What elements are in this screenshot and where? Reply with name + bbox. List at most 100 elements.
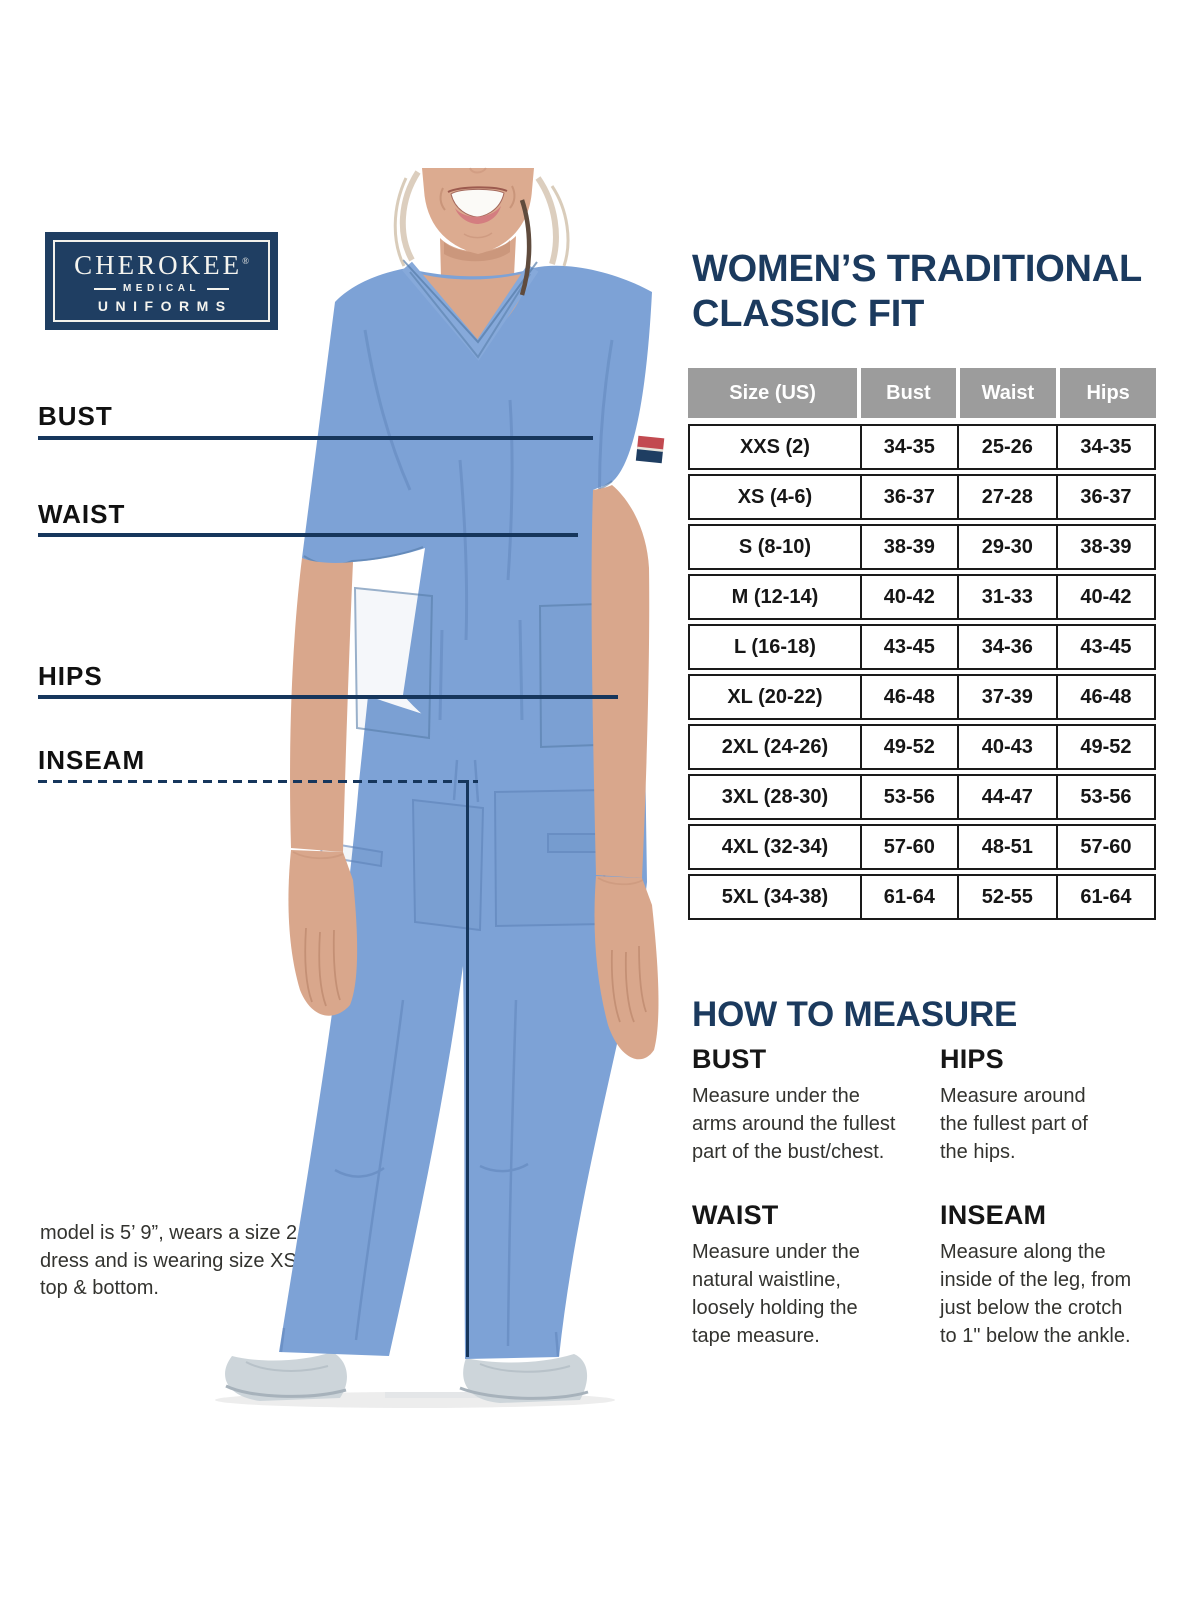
page-title-line1: WOMEN’S TRADITIONAL [692,248,1143,290]
table-cell: 36-37 [859,476,957,518]
hips-guide-label: HIPS [38,661,103,691]
bust-guide-label: BUST [38,401,113,431]
table-row: 2XL (24-26) 49-52 40-43 49-52 [688,724,1156,770]
hips-guide-line [38,695,618,699]
measure-item-text: Measure along the inside of the leg, fro… [940,1241,1132,1347]
table-cell: 46-48 [859,676,957,718]
table-row: XS (4-6) 36-37 27-28 36-37 [688,474,1156,520]
table-cell: 40-43 [956,726,1056,768]
table-cell: 38-39 [859,526,957,568]
table-cell: 49-52 [1055,726,1154,768]
table-cell: 27-28 [956,476,1056,518]
waist-guide-line [38,533,578,537]
measure-item-text: Measure around the fullest part of the h… [940,1085,1088,1163]
table-row: XL (20-22) 46-48 37-39 46-48 [688,674,1156,720]
brand-medical-label: MEDICAL [122,283,201,294]
brand-name: CHEROKEE® [74,248,249,279]
measure-item-text: Measure under the arms around the fulles… [692,1085,896,1163]
measure-item: BUST Measure under the arms around the fu… [692,1044,940,1166]
inseam-vertical-line [466,780,469,1357]
table-row: XXS (2) 34-35 25-26 34-35 [688,424,1156,470]
brand-logo: CHEROKEE® MEDICAL UNIFORMS [45,232,278,330]
table-row: L (16-18) 43-45 34-36 43-45 [688,624,1156,670]
table-cell: 34-35 [859,426,957,468]
brand-wordmark: CHEROKEE [74,250,243,280]
table-cell: 48-51 [956,826,1056,868]
measure-item-label: WAIST [692,1200,779,1230]
table-row: 5XL (34-38) 61-64 52-55 61-64 [688,874,1156,920]
table-cell: L (16-18) [734,636,816,658]
shoes [225,1352,589,1403]
rule-left [93,287,116,290]
measure-item: HIPS Measure around the fullest part of t… [940,1044,1172,1166]
table-cell: XS (4-6) [737,486,813,508]
table-row: 4XL (32-34) 57-60 48-51 57-60 [688,824,1156,870]
table-cell: 38-39 [1055,526,1154,568]
table-cell: 5XL (34-38) [721,886,829,908]
measure-item-label: INSEAM [940,1200,1047,1230]
v-neck-collar [402,259,539,361]
table-cell: 34-35 [1055,426,1154,468]
table-cell: 31-33 [956,576,1056,618]
page-title: WOMEN’S TRADITIONAL CLASSIC FIT [692,247,1142,337]
sleeve-brand-patch [635,435,665,464]
table-row: S (8-10) 38-39 29-30 38-39 [688,524,1156,570]
table-cell: 46-48 [1055,676,1154,718]
table-cell: M (12-14) [731,586,819,608]
rule-right [207,287,230,290]
table-cell: XL (20-22) [727,686,823,708]
table-cell: 37-39 [956,676,1056,718]
table-cell: 29-30 [956,526,1056,568]
scrub-top [302,259,665,754]
table-cell: 40-42 [859,576,957,618]
inseam-guide-label: INSEAM [38,745,146,775]
model-hair [393,170,570,296]
table-cell: 4XL (32-34) [721,836,829,858]
table-cell: 3XL (28-30) [721,786,829,808]
table-cell: 36-37 [1055,476,1154,518]
table-cell: 57-60 [859,826,957,868]
table-row: 3XL (28-30) 53-56 44-47 53-56 [688,774,1156,820]
model-photo [215,167,665,1408]
brand-uniforms-label: UNIFORMS [97,298,233,314]
waist-guide-label: WAIST [38,499,126,529]
brand-logo-frame: CHEROKEE® MEDICAL UNIFORMS [53,240,270,322]
how-to-measure-heading: HOW TO MEASURE [692,995,1018,1034]
inseam-guide-line [38,780,478,783]
table-cell: 53-56 [1055,776,1154,818]
model-note: model is 5’ 9”, wears a size 2 dress and… [40,1222,298,1299]
table-cell: 61-64 [1055,876,1154,918]
table-cell: 61-64 [859,876,957,918]
page-title-line2: CLASSIC FIT [692,293,925,335]
column-header-size: Size (US) [688,368,858,418]
how-to-measure-grid: BUST Measure under the arms around the fu… [692,1044,1172,1350]
table-row: M (12-14) 40-42 31-33 40-42 [688,574,1156,620]
measure-item-label: HIPS [940,1044,1004,1074]
size-table-header: Size (US) Bust Waist Hips [688,368,1156,418]
column-header-bust: Bust [861,368,956,418]
table-cell: 25-26 [956,426,1056,468]
table-cell: 43-45 [1055,626,1154,668]
table-cell: 57-60 [1055,826,1154,868]
column-header-hips: Hips [1060,368,1156,418]
size-table-body: XXS (2) 34-35 25-26 34-35 XS (4-6) 36-37 27-28… [688,424,1156,920]
table-cell: 44-47 [956,776,1056,818]
table-cell: 49-52 [859,726,957,768]
size-table: Size (US) Bust Waist Hips XXS (2) 34-35 25… [688,368,1156,920]
measure-item: INSEAM Measure along the inside of the le… [940,1200,1172,1350]
column-header-waist: Waist [959,368,1057,418]
measure-item-text: Measure under the natural waistline, loo… [692,1241,860,1347]
model-face [422,167,534,289]
table-cell: 40-42 [1055,576,1154,618]
bust-guide-line [38,436,593,440]
table-cell: 2XL (24-26) [721,736,829,758]
measure-item: WAIST Measure under the natural waistline… [692,1200,940,1350]
brand-medical-line: MEDICAL [93,283,230,294]
registered-mark: ® [242,256,249,266]
measure-item-label: BUST [692,1044,767,1074]
table-cell: S (8-10) [738,536,812,558]
table-cell: 43-45 [859,626,957,668]
table-cell: 34-36 [956,626,1056,668]
table-cell: 53-56 [859,776,957,818]
